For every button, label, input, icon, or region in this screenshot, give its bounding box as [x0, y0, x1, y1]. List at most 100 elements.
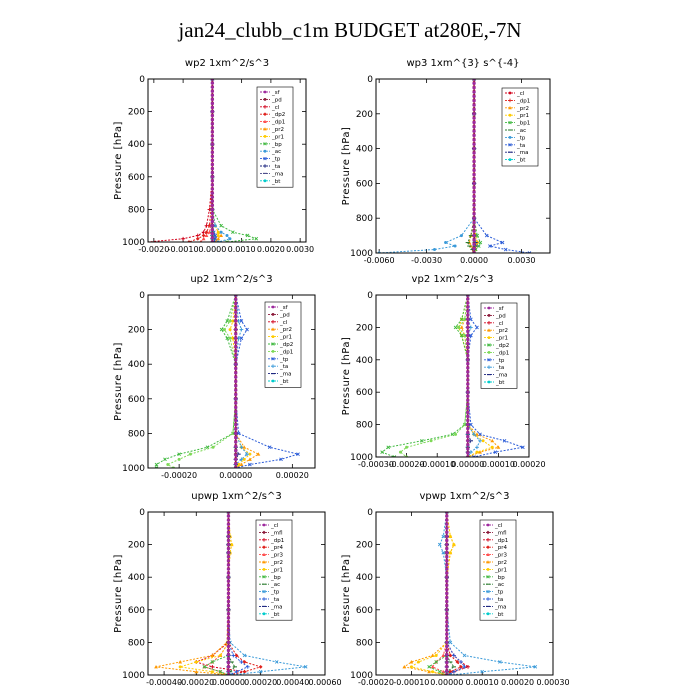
- data-point: [466, 362, 470, 366]
- y-tick-label: 800: [356, 214, 373, 224]
- x-tick-label: 0.00020: [244, 678, 277, 687]
- data-point: [466, 431, 470, 435]
- data-point: [481, 439, 485, 443]
- data-point: [445, 616, 449, 620]
- data-point: [234, 349, 238, 353]
- legend-marker: [486, 538, 490, 542]
- legend-label: _tp: [495, 358, 505, 364]
- legend-label: _pr2: [495, 328, 508, 334]
- series-line-pr2: [461, 295, 500, 457]
- legend-marker: [263, 127, 267, 131]
- data-point: [228, 319, 232, 323]
- plot-frame: [375, 511, 554, 676]
- data-point: [445, 555, 449, 559]
- data-point: [445, 518, 449, 522]
- x-tick-label: 0.00000: [451, 460, 484, 469]
- series-line-dp1: [446, 512, 470, 675]
- data-point: [466, 443, 470, 447]
- legend-marker: [262, 597, 266, 601]
- data-point: [527, 251, 532, 253]
- x-tick-label: -0.00040: [146, 678, 182, 687]
- data-point: [234, 327, 238, 332]
- legend-label: _pr3: [494, 553, 508, 559]
- legend-label: _bt: [495, 380, 505, 386]
- data-point: [219, 233, 224, 237]
- data-point: [409, 665, 413, 669]
- data-point: [234, 345, 238, 349]
- data-point: [225, 240, 229, 242]
- data-point: [279, 457, 283, 462]
- data-point: [218, 653, 222, 657]
- data-point: [472, 177, 476, 181]
- legend-marker: [262, 612, 266, 616]
- data-point: [234, 358, 238, 362]
- data-point: [466, 321, 470, 326]
- legend-label: _ac: [270, 582, 280, 588]
- data-point: [242, 653, 247, 658]
- data-point: [226, 546, 231, 551]
- data-point: [472, 173, 476, 177]
- data-point: [463, 317, 467, 321]
- data-point: [472, 129, 476, 133]
- legend-label: _dp1: [271, 120, 285, 126]
- data-point: [210, 207, 215, 212]
- data-point: [210, 93, 215, 98]
- data-point: [210, 138, 215, 142]
- legend-label: _dp2: [495, 343, 509, 349]
- data-point: [225, 336, 230, 341]
- legend-marker: [263, 112, 267, 116]
- data-point: [463, 334, 467, 337]
- data-point: [472, 190, 476, 194]
- legend-marker: [263, 119, 267, 123]
- data-point: [195, 233, 200, 238]
- data-point: [472, 225, 476, 229]
- data-point: [234, 375, 238, 379]
- data-point: [445, 530, 449, 535]
- data-point: [194, 660, 198, 664]
- data-point: [445, 538, 449, 543]
- data-point: [226, 661, 231, 665]
- data-point: [210, 105, 215, 110]
- y-tick-label: 200: [128, 541, 145, 551]
- y-tick-label: 0: [139, 75, 145, 85]
- data-point: [472, 151, 476, 155]
- data-point: [472, 207, 476, 212]
- legend-label: _ac: [494, 582, 504, 588]
- data-point: [472, 432, 476, 437]
- data-point: [204, 233, 209, 237]
- y-tick-label: 600: [356, 179, 373, 189]
- legend-marker: [262, 560, 266, 564]
- data-point: [226, 583, 231, 588]
- series-line-ac: [446, 512, 455, 675]
- y-tick-label: 200: [356, 110, 373, 120]
- series-line-ac: [227, 512, 236, 675]
- legend-label: _pr3: [270, 553, 284, 559]
- legend-marker: [262, 575, 266, 579]
- data-point: [466, 341, 470, 346]
- data-point: [448, 534, 452, 538]
- data-point: [234, 366, 238, 371]
- data-point: [226, 665, 231, 669]
- data-point: [451, 669, 456, 674]
- legend-label: _cl: [516, 91, 525, 97]
- data-point: [445, 595, 449, 600]
- data-point: [210, 236, 215, 240]
- data-point: [472, 125, 476, 129]
- data-point: [427, 669, 431, 674]
- legend-label: _pd: [495, 313, 506, 319]
- data-point: [445, 648, 449, 653]
- data-point: [178, 660, 183, 664]
- legend-marker: [262, 589, 266, 594]
- data-point: [226, 636, 231, 641]
- data-point: [472, 238, 476, 242]
- data-point: [466, 350, 470, 354]
- plot-frame: [375, 294, 530, 458]
- legend-box: [255, 519, 293, 621]
- legend-label: _ta: [279, 364, 288, 370]
- y-tick-label: 400: [128, 140, 145, 150]
- legend-label: _pr1: [495, 336, 508, 342]
- series-line-pr4: [227, 512, 263, 675]
- legend-marker: [263, 98, 267, 101]
- data-point: [459, 317, 464, 322]
- legend-marker: [486, 568, 490, 571]
